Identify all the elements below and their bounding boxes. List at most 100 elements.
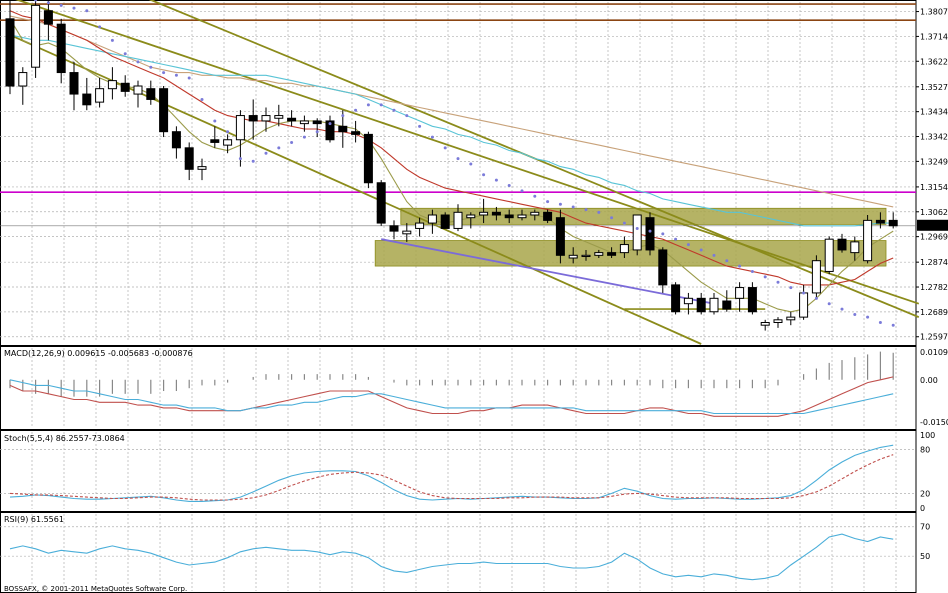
indicators — [9, 351, 894, 581]
candle-body — [760, 322, 770, 326]
candle-body — [415, 222, 425, 229]
candle-body — [363, 133, 373, 184]
candle-body — [645, 217, 655, 251]
stoch-main-line — [9, 444, 894, 502]
sar-dot — [635, 226, 639, 230]
reference-lines — [0, 0, 920, 345]
sar-dot — [827, 302, 831, 306]
candle-body — [133, 85, 143, 95]
sar-dot — [238, 157, 242, 161]
parabolic-sar — [34, 0, 895, 327]
rsi-tick-label: 50 — [920, 552, 930, 561]
candle-body — [312, 120, 322, 125]
price-tick-label: 1.31545 — [920, 183, 948, 192]
sar-dot — [85, 9, 89, 13]
stoch-tick-label: 100 — [920, 431, 935, 440]
sar-dot — [34, 0, 38, 2]
candle-body — [210, 139, 220, 143]
stoch-label: Stoch(5,5,4) 86.2557-73.0864 — [4, 434, 125, 443]
macd-tick-label: -0.01504 — [920, 418, 948, 427]
price-tick-label: 1.26895 — [920, 308, 948, 317]
price-tick-label: 1.32495 — [920, 157, 948, 166]
candle-body — [811, 260, 821, 294]
sar-dot — [264, 151, 268, 155]
candle-body — [594, 252, 604, 256]
stoch-signal-line — [9, 454, 894, 501]
sar-dot — [290, 140, 294, 144]
sar-dot — [482, 173, 486, 177]
sar-dot — [533, 194, 537, 198]
sar-dot — [878, 321, 882, 324]
sar-dot — [187, 76, 191, 80]
candle-body — [517, 214, 527, 219]
sar-dot — [200, 97, 204, 101]
sar-dot — [584, 208, 588, 212]
sar-dot — [686, 243, 690, 247]
sar-dot — [546, 200, 550, 204]
sar-dot — [712, 253, 716, 257]
macd-line — [9, 376, 894, 417]
sar-dot — [802, 291, 806, 295]
sar-dot — [840, 307, 844, 311]
price-zone — [374, 240, 887, 267]
sar-dot — [494, 178, 498, 182]
price-tick-label: 1.35270 — [920, 83, 948, 92]
candle-body — [5, 18, 15, 87]
sar-dot — [302, 135, 306, 139]
sar-dot — [251, 159, 255, 163]
sar-dot — [456, 157, 460, 161]
price-tick-label: 1.34345 — [920, 108, 948, 117]
sar-dot — [162, 71, 166, 75]
sar-dot — [622, 221, 626, 225]
candle-body — [504, 214, 514, 219]
candle-body — [440, 214, 450, 229]
sar-dot — [725, 259, 729, 263]
sar-dot — [72, 6, 76, 10]
candle-body — [184, 147, 194, 170]
macd-tick-label: 0.00 — [920, 376, 938, 385]
price-zones — [374, 207, 887, 267]
price-tick-label: 1.28745 — [920, 258, 948, 267]
sar-dot — [110, 38, 114, 42]
candle-body — [530, 211, 540, 216]
candle-body — [389, 225, 399, 232]
candle-body — [479, 211, 489, 216]
candle-body — [325, 120, 335, 141]
sar-dot — [610, 216, 614, 220]
candle-body — [197, 166, 207, 170]
current-price-label: 1.30099 — [919, 222, 948, 231]
stoch-tick-label: 80 — [920, 446, 930, 455]
trend-line — [381, 238, 715, 305]
price-axis[interactable]: 1.38070 1.37145 1.36220 1.35270 1.34345 1.334… — [916, 8, 948, 562]
sar-dot — [866, 315, 870, 319]
sar-dot — [674, 237, 678, 241]
candle-body — [171, 131, 181, 149]
sar-dot — [315, 130, 319, 134]
sar-dot — [174, 73, 178, 77]
stoch-tick-label: 20 — [920, 489, 930, 498]
candle-body — [786, 316, 796, 321]
candle-body — [850, 241, 860, 254]
price-tick-label: 1.33420 — [920, 133, 948, 142]
sar-dot — [699, 248, 703, 252]
candle-body — [837, 238, 847, 251]
sar-dot — [520, 189, 524, 193]
channel-line — [15, 0, 920, 305]
candle-body — [568, 254, 578, 259]
sar-dot — [354, 108, 358, 112]
candle-body — [581, 254, 591, 258]
candle-body — [56, 23, 66, 74]
sar-dot — [328, 122, 332, 126]
sar-dot — [405, 114, 409, 118]
candle-body — [18, 72, 28, 87]
candle-body — [82, 93, 92, 106]
rsi-line — [9, 533, 894, 581]
candle-body — [427, 214, 437, 224]
sar-dot — [366, 103, 370, 107]
sar-dot — [213, 119, 217, 123]
sar-dot — [507, 183, 511, 187]
candle-body — [95, 88, 105, 103]
sma-slow-brown-line — [9, 15, 894, 208]
